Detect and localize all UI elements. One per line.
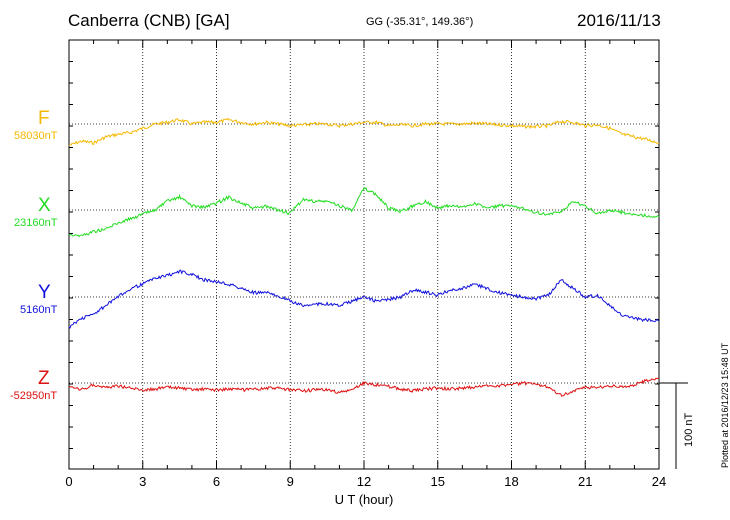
station-coordinates: GG (-35.31°, 149.36°) (366, 16, 474, 28)
grid-lines (142, 40, 586, 469)
baseline-grid (69, 123, 659, 384)
x-tick-label: 6 (213, 474, 220, 489)
chart-date: 2016/11/13 (577, 11, 661, 30)
x-tick-label: 21 (578, 474, 592, 489)
x-tick-label: 12 (357, 474, 371, 489)
series-line-x (68, 187, 660, 238)
series-line-f (68, 117, 660, 146)
x-ticks: 0 3 6 9 12 15 18 21 24 (65, 40, 666, 489)
series-y-label: Y (38, 282, 51, 303)
x-tick-label: 9 (287, 474, 294, 489)
plot-frame (68, 39, 660, 470)
series-f-label: F (38, 108, 50, 129)
series-z-label: Z (38, 368, 50, 389)
series-y-baseline: 5160nT (20, 304, 58, 316)
x-tick-label: 15 (431, 474, 445, 489)
series-f-baseline: 58030nT (14, 130, 58, 142)
x-axis-label: U T (hour) (335, 492, 394, 507)
x-tick-label: 0 (65, 474, 72, 489)
scale-bar: 100 nT (659, 382, 695, 469)
series-z-baseline: -52950nT (10, 390, 58, 402)
series-x-baseline: 23160nT (14, 217, 58, 229)
series-line-y (68, 269, 660, 329)
scale-bar-label: 100 nT (683, 412, 695, 447)
chart-title: Canberra (CNB) [GA] (68, 11, 230, 30)
x-tick-label: 18 (504, 474, 518, 489)
series-line-z (68, 377, 660, 397)
x-tick-label: 24 (652, 474, 666, 489)
y-minor-ticks (69, 61, 659, 449)
series-group (68, 117, 660, 397)
x-tick-label: 3 (139, 474, 146, 489)
series-x-label: X (38, 195, 51, 216)
